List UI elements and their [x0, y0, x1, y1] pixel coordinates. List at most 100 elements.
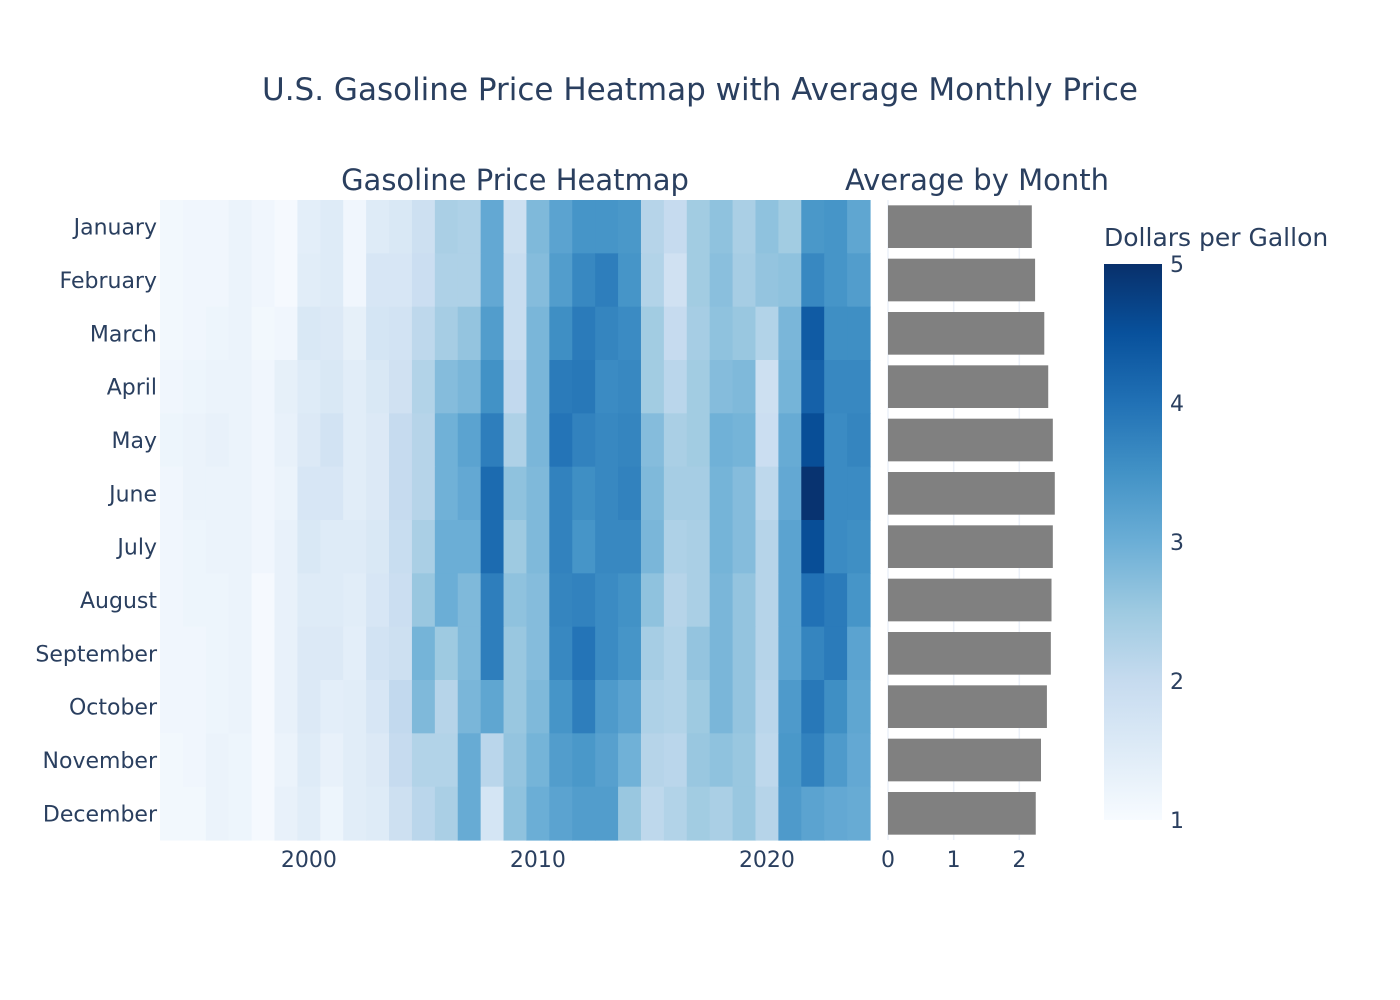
heatmap-cell [182, 733, 207, 788]
heatmap-cell [366, 466, 390, 521]
heatmap-cell [389, 733, 413, 788]
heatmap-cell [182, 626, 207, 681]
heatmap-cell [732, 200, 757, 254]
heatmap-cell [824, 200, 848, 254]
heatmap-cell [411, 253, 436, 308]
heatmap-cell [228, 520, 253, 574]
heatmap-cell [434, 520, 459, 574]
heatmap-plot-area [160, 200, 871, 841]
heatmap-cell [182, 413, 207, 468]
heatmap-x-tick-label: 2020 [739, 848, 795, 873]
heatmap-cell [595, 360, 619, 414]
heatmap-cell [732, 786, 757, 841]
heatmap-cell [847, 520, 871, 574]
heatmap-cell [320, 466, 344, 521]
heatmap-cell [366, 253, 390, 308]
heatmap-cell [526, 573, 550, 628]
heatmap-cell [778, 573, 802, 628]
heatmap-cell [274, 413, 299, 468]
heatmap-cell [663, 306, 688, 361]
heatmap-cell [686, 200, 711, 254]
heatmap-cell [640, 733, 665, 788]
colorbar: Dollars per Gallon 1 2 3 4 5 [1104, 223, 1328, 834]
heatmap-cell [801, 573, 825, 628]
heatmap-cell [274, 786, 299, 841]
heatmap-cell [778, 200, 802, 254]
heatmap-cell [297, 413, 321, 468]
heatmap-y-tick-label: April [107, 376, 157, 401]
heatmap-cell [366, 680, 390, 734]
heatmap-x-axis: 2000 2010 2020 [281, 848, 795, 873]
heatmap-cell [320, 200, 344, 254]
heatmap-x-tick-label: 2010 [510, 848, 566, 873]
heatmap-cell [640, 200, 665, 254]
heatmap-cell [160, 306, 184, 361]
heatmap-cell [618, 413, 642, 468]
bar [888, 632, 1051, 675]
heatmap-cell [686, 733, 711, 788]
heatmap-cell [182, 360, 207, 414]
heatmap-cell [778, 360, 802, 414]
heatmap-cell [549, 733, 573, 788]
heatmap-cell [457, 200, 482, 254]
heatmap-cell [709, 520, 734, 574]
heatmap-cell [755, 626, 779, 681]
colorbar-tick-label: 5 [1170, 253, 1184, 278]
heatmap-cell [366, 573, 390, 628]
bar [888, 312, 1045, 355]
heatmap-cell [618, 360, 642, 414]
heatmap-cell [595, 466, 619, 521]
heatmap-cell [411, 786, 436, 841]
heatmap-cell [434, 733, 459, 788]
heatmap-cell [160, 573, 184, 628]
heatmap-cell [503, 360, 528, 414]
heatmap-cell [618, 253, 642, 308]
heatmap-cell [457, 360, 482, 414]
heatmap-cell [572, 466, 596, 521]
heatmap-cell [824, 306, 848, 361]
heatmap-cell [434, 786, 459, 841]
heatmap-cell [434, 360, 459, 414]
heatmap-cell [205, 573, 230, 628]
heatmap-cell [343, 786, 367, 841]
heatmap-cell [640, 520, 665, 574]
chart-title: U.S. Gasoline Price Heatmap with Average… [262, 72, 1138, 108]
heatmap-cell [228, 626, 253, 681]
heatmap-cell [732, 733, 757, 788]
heatmap-cell [595, 253, 619, 308]
heatmap-cell [549, 466, 573, 521]
heatmap-cell [572, 253, 596, 308]
heatmap-cell [320, 413, 344, 468]
heatmap-cell [847, 200, 871, 254]
heatmap-cell [389, 413, 413, 468]
heatmap-y-tick-label: July [115, 536, 157, 561]
heatmap-cell [205, 200, 230, 254]
heatmap-cell [182, 306, 207, 361]
heatmap-cell [343, 360, 367, 414]
heatmap-cell [320, 520, 344, 574]
heatmap-cell [434, 413, 459, 468]
heatmap-cell [251, 520, 276, 574]
heatmap-cell [549, 200, 573, 254]
heatmap-cell [663, 733, 688, 788]
heatmap-cell [686, 466, 711, 521]
heatmap-cell [824, 253, 848, 308]
colorbar-tick-label: 4 [1170, 392, 1184, 417]
heatmap-cell [160, 520, 184, 574]
heatmap-cell [251, 573, 276, 628]
heatmap-cell [251, 786, 276, 841]
heatmap-cell [801, 253, 825, 308]
heatmap-cell [182, 520, 207, 574]
heatmap-cell [572, 626, 596, 681]
heatmap-cell [457, 680, 482, 734]
heatmap-cell [320, 680, 344, 734]
heatmap-cell [778, 466, 802, 521]
heatmap-cell [205, 306, 230, 361]
heatmap-cell [457, 520, 482, 574]
heatmap-cell [618, 466, 642, 521]
heatmap-cell [297, 680, 321, 734]
heatmap-cell [411, 413, 436, 468]
heatmap-cell [572, 306, 596, 361]
heatmap-cell [526, 413, 550, 468]
heatmap-cell [411, 466, 436, 521]
